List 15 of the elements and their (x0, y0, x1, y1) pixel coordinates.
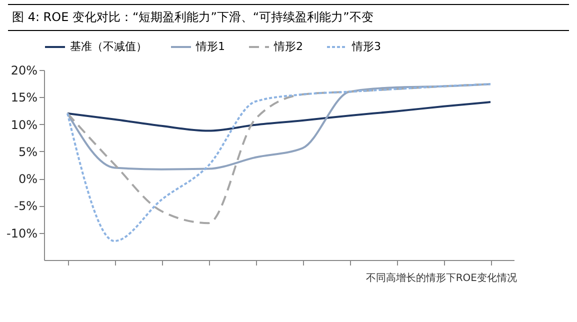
y-tick-label: 10% (10, 118, 38, 132)
chart-title: 图 4: ROE 变化对比：“短期盈利能力”下滑、“可持续盈利能力”不变 (8, 4, 569, 31)
legend-label: 情形2 (273, 40, 303, 53)
line-series (66, 83, 492, 170)
y-tick-label: -5% (14, 199, 38, 214)
y-tick-label: 15% (10, 90, 38, 105)
legend-label: 基准（不减值） (70, 40, 147, 53)
text: 不同高增长的情形下ROE变化情况 (364, 272, 518, 285)
legend-label: 情形3 (351, 40, 381, 53)
y-tick-label: 5% (18, 144, 38, 159)
y-tick-label: 20% (10, 64, 38, 78)
y-tick-label: -10% (6, 226, 38, 240)
y-tick-label: 0% (18, 172, 38, 186)
line-series (66, 101, 492, 132)
legend-label: 情形1 (195, 40, 225, 53)
